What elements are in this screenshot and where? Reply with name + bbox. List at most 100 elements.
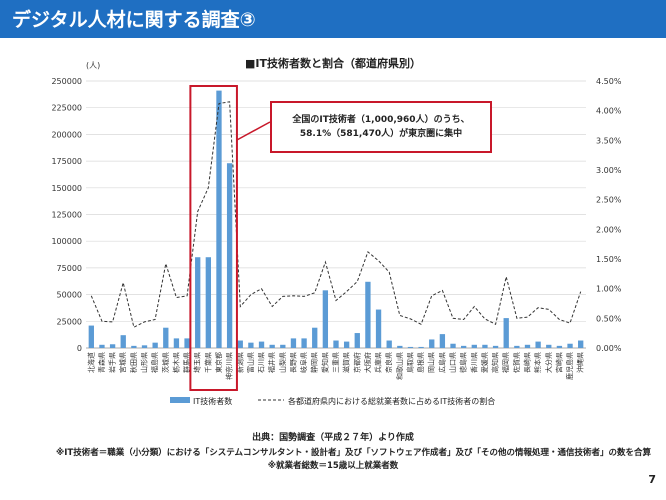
- bar-富山県: [248, 342, 254, 348]
- category-label: 鹿児島県: [565, 352, 574, 380]
- category-label: 島根県: [416, 352, 425, 373]
- source-text: 出典：国勢調査（平成２７年）より作成: [252, 433, 414, 443]
- category-label: 埼玉県: [193, 352, 202, 373]
- category-label: 宮城県: [118, 352, 127, 373]
- bar-千葉県: [205, 257, 211, 348]
- bar-北海道: [88, 325, 94, 348]
- category-label: 千葉県: [203, 352, 212, 373]
- bar-熊本県: [535, 341, 541, 348]
- y-tick-label: 125000: [51, 211, 82, 220]
- bar-series: [88, 90, 584, 348]
- category-labels: 北海道 青森県 岩手県 宮城県 秋田県 山形県 福島県 茨城県 栃木県 群馬県 埼玉県 千葉県 東京都神…: [86, 352, 584, 380]
- category-label: 鳥取県: [405, 352, 414, 373]
- y2-tick-label: 1.00%: [596, 285, 622, 294]
- category-label: 富山県: [246, 352, 255, 373]
- bar-岡山県: [429, 339, 435, 348]
- category-label: 石川県: [258, 352, 266, 373]
- category-label: 大阪府: [363, 352, 372, 373]
- category-label: 山口県: [448, 352, 457, 373]
- y-tick-label: 250000: [51, 77, 82, 86]
- bar-香川県: [471, 344, 477, 348]
- y-tick-label: 100000: [51, 237, 82, 246]
- bar-愛知県: [322, 290, 329, 348]
- category-label: 北海道: [86, 352, 95, 373]
- category-label: 長野県: [289, 352, 297, 373]
- bar-群馬県: [184, 338, 190, 348]
- y-tick-label: 0: [77, 344, 82, 353]
- category-label: 宮崎県: [554, 352, 563, 373]
- callout-line-2: 58.1%（581,470人）が東京圏に集中: [299, 129, 463, 139]
- y-axis-label: (人): [86, 61, 100, 70]
- category-label: 熊本県: [533, 352, 542, 373]
- y-tick-label: 150000: [51, 184, 82, 193]
- chart-title: ■IT技術者数と割合（都道府県別）: [245, 57, 421, 70]
- bar-滋賀県: [343, 341, 350, 348]
- bar-愛媛県: [482, 344, 488, 348]
- bar-京都府: [354, 333, 360, 348]
- callout-connector: [236, 121, 271, 141]
- category-label: 徳島県: [459, 352, 468, 373]
- y-tick-label: 25000: [57, 317, 82, 326]
- callout-line-1: 全国のIT技術者（1,000,960人）のうち、: [292, 115, 470, 125]
- category-label: 岐阜県: [299, 352, 308, 373]
- bar-大分県: [546, 344, 552, 348]
- category-label: 山形県: [140, 352, 149, 373]
- category-label: 秋田県: [129, 352, 138, 373]
- y2-tick-label: 3.00%: [596, 166, 622, 175]
- category-label: 香川県: [469, 352, 478, 373]
- y-tick-label: 175000: [51, 157, 82, 166]
- category-label: 兵庫県: [374, 352, 383, 373]
- category-label: 広島県: [437, 352, 446, 373]
- y2-tick-label: 0.50%: [596, 314, 622, 323]
- bar-石川県: [258, 341, 265, 348]
- category-label: 東京都: [214, 352, 223, 373]
- chart-grid: [86, 80, 586, 349]
- bar-鳥取県: [407, 346, 414, 348]
- y-tick-label: 75000: [57, 264, 82, 273]
- y2-tick-label: 0.00%: [596, 344, 622, 353]
- bar-山口県: [450, 343, 456, 348]
- y-axis-ticks: 0 25000 50000 75000 100000 125000 150000 175000…: [51, 77, 82, 353]
- category-label: 愛媛県: [480, 352, 489, 373]
- page-title: デジタル人材に関する調査③: [12, 9, 256, 31]
- y2-tick-label: 4.50%: [596, 77, 622, 86]
- category-label: 沖縄県: [576, 352, 585, 373]
- bar-神奈川県: [226, 163, 233, 348]
- category-label: 茨城県: [161, 352, 170, 373]
- bar-兵庫県: [375, 309, 382, 348]
- y2-tick-label: 4.00%: [596, 107, 622, 116]
- bar-山形県: [141, 345, 148, 348]
- category-label: 静岡県: [310, 352, 319, 373]
- bar-佐賀県: [514, 345, 520, 348]
- category-label: 青森県: [97, 352, 106, 373]
- category-label: 新潟県: [235, 352, 244, 373]
- category-label: 岡山県: [427, 352, 436, 373]
- category-label: 福岡県: [501, 352, 510, 373]
- bar-奈良県: [386, 340, 392, 348]
- bar-岐阜県: [301, 338, 307, 348]
- callout-box: 全国のIT技術者（1,000,960人）のうち、 58.1%（581,470人）…: [270, 101, 492, 153]
- bar-沖縄県: [578, 340, 584, 348]
- legend-bar-swatch: [170, 397, 190, 403]
- bar-高知県: [492, 345, 499, 348]
- bar-長崎県: [524, 344, 531, 348]
- bar-秋田県: [131, 345, 137, 348]
- legend-bar-label: IT技術者数: [193, 397, 233, 406]
- legend-line-label: 各都道府県内における総就業者数に占めるIT技術者の割合: [288, 397, 496, 406]
- bar-茨城県: [163, 327, 169, 348]
- y2-tick-label: 1.50%: [596, 255, 622, 264]
- category-label: 三重県: [332, 352, 340, 373]
- category-label: 栃木県: [171, 352, 180, 373]
- bar-福島県: [152, 342, 158, 348]
- y2-tick-label: 3.50%: [596, 136, 622, 145]
- category-label: 和歌山県: [395, 352, 404, 380]
- category-label: 愛知県: [320, 352, 329, 373]
- bar-三重県: [333, 340, 339, 348]
- category-label: 福井県: [267, 352, 276, 373]
- category-label: 神奈川県: [225, 352, 234, 380]
- y2-axis-ticks: 0.00% 0.50% 1.00% 1.50% 2.00% 2.50% 3.00% 3.50%…: [596, 77, 622, 353]
- category-label: 群馬県: [182, 352, 191, 373]
- page-number: 7: [648, 473, 656, 486]
- category-label: 長崎県: [522, 352, 531, 373]
